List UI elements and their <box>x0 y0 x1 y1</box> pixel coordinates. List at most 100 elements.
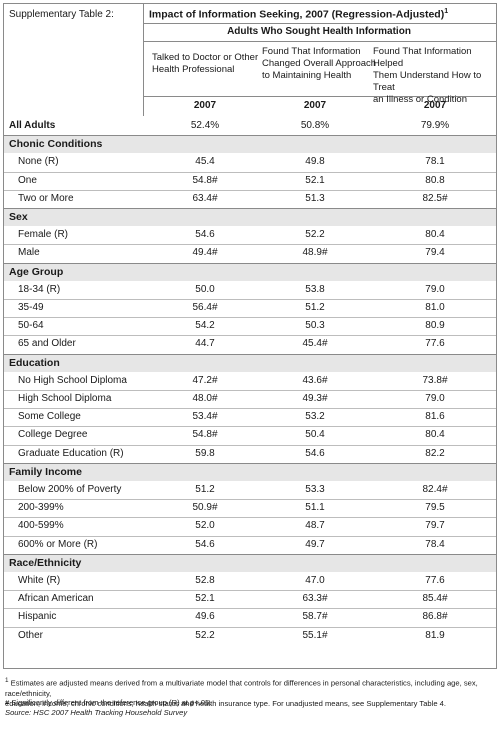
table-row: Male 49.4# 48.9# 79.4 <box>4 244 496 262</box>
row-divider <box>4 499 496 500</box>
cell-talked-to-doctor: 59.8 <box>195 448 215 459</box>
table-label: Supplementary Table 2: <box>9 9 114 20</box>
row-label: One <box>18 175 37 186</box>
group-heading-divider <box>143 41 497 42</box>
header-divider-top <box>143 23 497 24</box>
column-header-changed-approach: Found That Information Changed Overall Ap… <box>262 46 377 81</box>
section-header-sex: Sex <box>4 209 496 227</box>
cell-talked-to-doctor: 52.8 <box>195 575 215 586</box>
section-header-age-group: Age Group <box>4 264 496 282</box>
row-label: Hispanic <box>18 611 57 622</box>
row-label: None (R) <box>18 156 59 167</box>
row-label: 600% or More (R) <box>18 539 98 550</box>
cell-talked-to-doctor: 52.2 <box>195 630 215 641</box>
cell-helped-understand: 80.9 <box>425 320 445 331</box>
cell-changed-approach: 48.9# <box>302 247 328 258</box>
cell-changed-approach: 49.3# <box>302 393 328 404</box>
footnote-adjusted-means: 1 Estimates are adjusted means derived f… <box>5 677 478 708</box>
cell-changed-approach: 53.8 <box>305 284 325 295</box>
table-row: 200-399% 50.9# 51.1 79.5 <box>4 499 496 517</box>
cell-changed-approach: 51.2 <box>305 302 325 313</box>
row-label: Female (R) <box>18 229 69 240</box>
table-row: No High School Diploma 47.2# 43.6# 73.8# <box>4 372 496 390</box>
cell-changed-approach: 50.4 <box>305 429 325 440</box>
cell-helped-understand: 73.8# <box>422 375 448 386</box>
row-label: High School Diploma <box>18 393 112 404</box>
cell-helped-understand: 85.4# <box>422 593 448 604</box>
cell-changed-approach: 50.3 <box>305 320 325 331</box>
cell-talked-to-doctor: 54.8# <box>192 429 218 440</box>
row-divider <box>4 590 496 591</box>
table-row: Hispanic 49.6 58.7# 86.8# <box>4 608 496 626</box>
cell-talked-to-doctor: 44.7 <box>195 338 215 349</box>
cell-changed-approach: 52.1 <box>305 175 325 186</box>
cell-talked-to-doctor: 49.4# <box>192 247 218 258</box>
cell-talked-to-doctor: 52.0 <box>195 520 215 531</box>
cell-talked-to-doctor: 63.4# <box>192 193 218 204</box>
cell-talked-to-doctor: 47.2# <box>192 375 218 386</box>
cell-changed-approach: 53.3 <box>305 484 325 495</box>
cell-changed-approach: 55.1# <box>302 630 328 641</box>
row-label: Other <box>18 630 44 641</box>
cell-helped-understand: 79.0 <box>425 393 445 404</box>
row-divider <box>3 208 497 209</box>
year-label: 2007 <box>303 100 327 111</box>
row-divider <box>4 190 496 191</box>
cell-changed-approach: 53.2 <box>305 411 325 422</box>
row-label: Male <box>18 247 40 258</box>
row-divider <box>4 172 496 173</box>
cell-helped-understand: 79.0 <box>425 284 445 295</box>
table-row: 50-64 54.2 50.3 80.9 <box>4 317 496 335</box>
section-header-race-ethnicity: Race/Ethnicity <box>4 555 496 573</box>
cell-talked-to-doctor: 52.1 <box>195 593 215 604</box>
cell-talked-to-doctor: 56.4# <box>192 302 218 313</box>
row-divider <box>4 408 496 409</box>
cell-helped-understand: 77.6 <box>425 338 445 349</box>
cell-helped-understand: 81.6 <box>425 411 445 422</box>
row-divider <box>4 426 496 427</box>
row-divider <box>3 354 497 355</box>
row-divider <box>4 608 496 609</box>
cell-helped-understand: 82.4# <box>422 484 448 495</box>
table-row: Other 52.2 55.1# 81.9 <box>4 627 496 645</box>
table-row: Female (R) 54.6 52.2 80.4 <box>4 226 496 244</box>
row-label: African American <box>18 593 94 604</box>
section-header-chonic-conditions: Chonic Conditions <box>4 136 496 154</box>
row-divider <box>4 335 496 336</box>
cell-changed-approach: 49.8 <box>305 156 325 167</box>
column-header-helped-understand: Found That Information Helped Them Unders… <box>373 46 482 105</box>
cell-helped-understand: 78.4 <box>425 539 445 550</box>
cell-helped-understand: 79.4 <box>425 247 445 258</box>
cell-changed-approach: 47.0 <box>305 575 325 586</box>
row-divider <box>3 263 497 264</box>
section-header-education: Education <box>4 355 496 373</box>
row-divider <box>4 445 496 446</box>
table-row: Some College 53.4# 53.2 81.6 <box>4 408 496 426</box>
source-note: Source: HSC 2007 Health Tracking Househo… <box>5 708 188 717</box>
cell-talked-to-doctor: 53.4# <box>192 411 218 422</box>
table-row: Below 200% of Poverty 51.2 53.3 82.4# <box>4 481 496 499</box>
cell-changed-approach: 51.1 <box>305 502 325 513</box>
group-heading: Adults Who Sought Health Information <box>227 26 411 37</box>
row-divider <box>4 536 496 537</box>
table-row: None (R) 45.4 49.8 78.1 <box>4 153 496 171</box>
row-label: Two or More <box>18 193 74 204</box>
cell-helped-understand: 81.0 <box>425 302 445 313</box>
table-row: African American 52.1 63.3# 85.4# <box>4 590 496 608</box>
row-label: Graduate Education (R) <box>18 448 124 459</box>
row-label: 35-49 <box>18 302 44 313</box>
row-divider <box>4 244 496 245</box>
row-label: All Adults <box>9 120 56 131</box>
cell-helped-understand: 82.5# <box>422 193 448 204</box>
cell-changed-approach: 43.6# <box>302 375 328 386</box>
cell-talked-to-doctor: 54.6 <box>195 539 215 550</box>
table-row: 18-34 (R) 50.0 53.8 79.0 <box>4 281 496 299</box>
row-divider <box>4 517 496 518</box>
cell-changed-approach: 58.7# <box>302 611 328 622</box>
row-label: 18-34 (R) <box>18 284 61 295</box>
row-divider <box>3 463 497 464</box>
row-divider <box>4 299 496 300</box>
cell-changed-approach: 50.8% <box>300 120 330 131</box>
cell-helped-understand: 82.2 <box>425 448 445 459</box>
